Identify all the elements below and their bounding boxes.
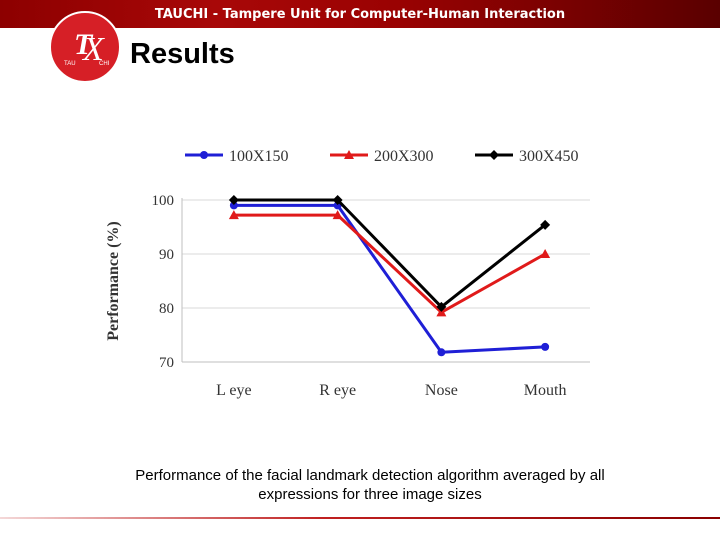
data-point-300X450 [228,195,239,205]
legend-label: 100X150 [229,148,289,165]
x-tick-label: L eye [216,382,251,399]
svg-text:TAU: TAU [64,61,76,67]
legend-marker [200,151,208,159]
caption-line-1: Performance of the facial landmark detec… [135,467,605,484]
y-tick-label: 100 [152,193,175,209]
series-line-200X300 [233,213,546,314]
data-point-100X150 [229,201,238,210]
svg-text:X: X [81,31,105,68]
y-tick-label: 70 [159,355,174,371]
header-banner: TAUCHI - Tampere Unit for Computer-Human… [0,0,720,28]
legend-marker [344,150,354,159]
data-point-200X300 [228,210,239,220]
bottom-divider [0,517,720,519]
data-point-300X450 [436,301,447,312]
data-point-100X150 [437,348,446,357]
data-point-100X150 [541,342,550,351]
legend-marker [489,150,499,160]
svg-text:T: T [74,28,94,61]
tauchi-logo: T X TAU CHI [49,11,121,83]
data-point-200X300 [332,210,343,220]
x-tick-label: R eye [319,382,356,399]
legend-label: 300X450 [519,148,579,165]
x-tick-label: Nose [425,382,458,399]
series-line-100X150 [233,203,546,354]
svg-text:CHI: CHI [99,61,110,67]
caption-line-2: expressions for three image sizes [258,486,482,503]
y-axis-label: Performance (%) [105,221,122,341]
y-tick-label: 80 [159,301,174,317]
data-point-300X450 [332,195,343,205]
figure-caption: Performance of the facial landmark detec… [60,466,680,504]
data-point-300X450 [540,219,551,230]
slide-title: Results [130,38,235,70]
x-tick-label: Mouth [524,382,567,399]
performance-line-chart: 70 80 90 100 L eye R eye Nose Mouth Performance … [105,148,590,399]
banner-title: TAUCHI - Tampere Unit for Computer-Human… [154,7,566,22]
legend-label: 200X300 [374,148,434,165]
series-line-300X450 [233,198,547,309]
data-point-200X300 [540,249,551,258]
y-tick-label: 90 [159,247,174,263]
